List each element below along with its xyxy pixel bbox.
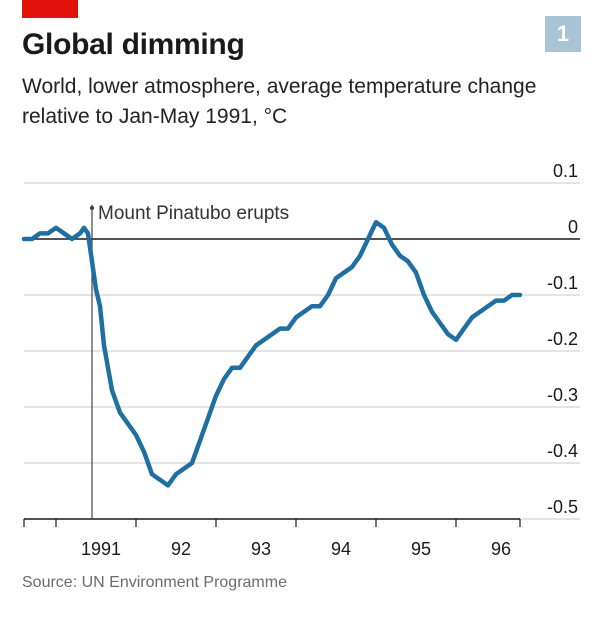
y-tick-label: -0.1 [547,273,578,293]
x-tick-label: 94 [331,539,351,559]
y-tick-label: 0.1 [553,161,578,181]
y-tick-label: -0.3 [547,385,578,405]
annotation-dot [89,205,95,211]
x-tick-label: 93 [251,539,271,559]
annotation-label: Mount Pinatubo erupts [98,203,289,224]
series-line [21,219,523,488]
y-tick-label: -0.4 [547,441,578,461]
chart-subtitle: World, lower atmosphere, average tempera… [22,75,537,128]
y-tick-label: 0 [568,217,578,237]
x-tick-label: 96 [491,539,511,559]
chart-title: Global dimming [22,28,245,61]
y-tick-label: -0.5 [547,497,578,517]
x-tick-label: 1991 [81,539,121,559]
chart-number-badge: 1 [545,16,581,52]
x-tick-label: 95 [411,539,431,559]
y-tick-label: -0.2 [547,329,578,349]
x-tick-label: 92 [171,539,191,559]
source-note: Source: UN Environment Programme [22,574,287,591]
brand-tag [22,0,78,18]
